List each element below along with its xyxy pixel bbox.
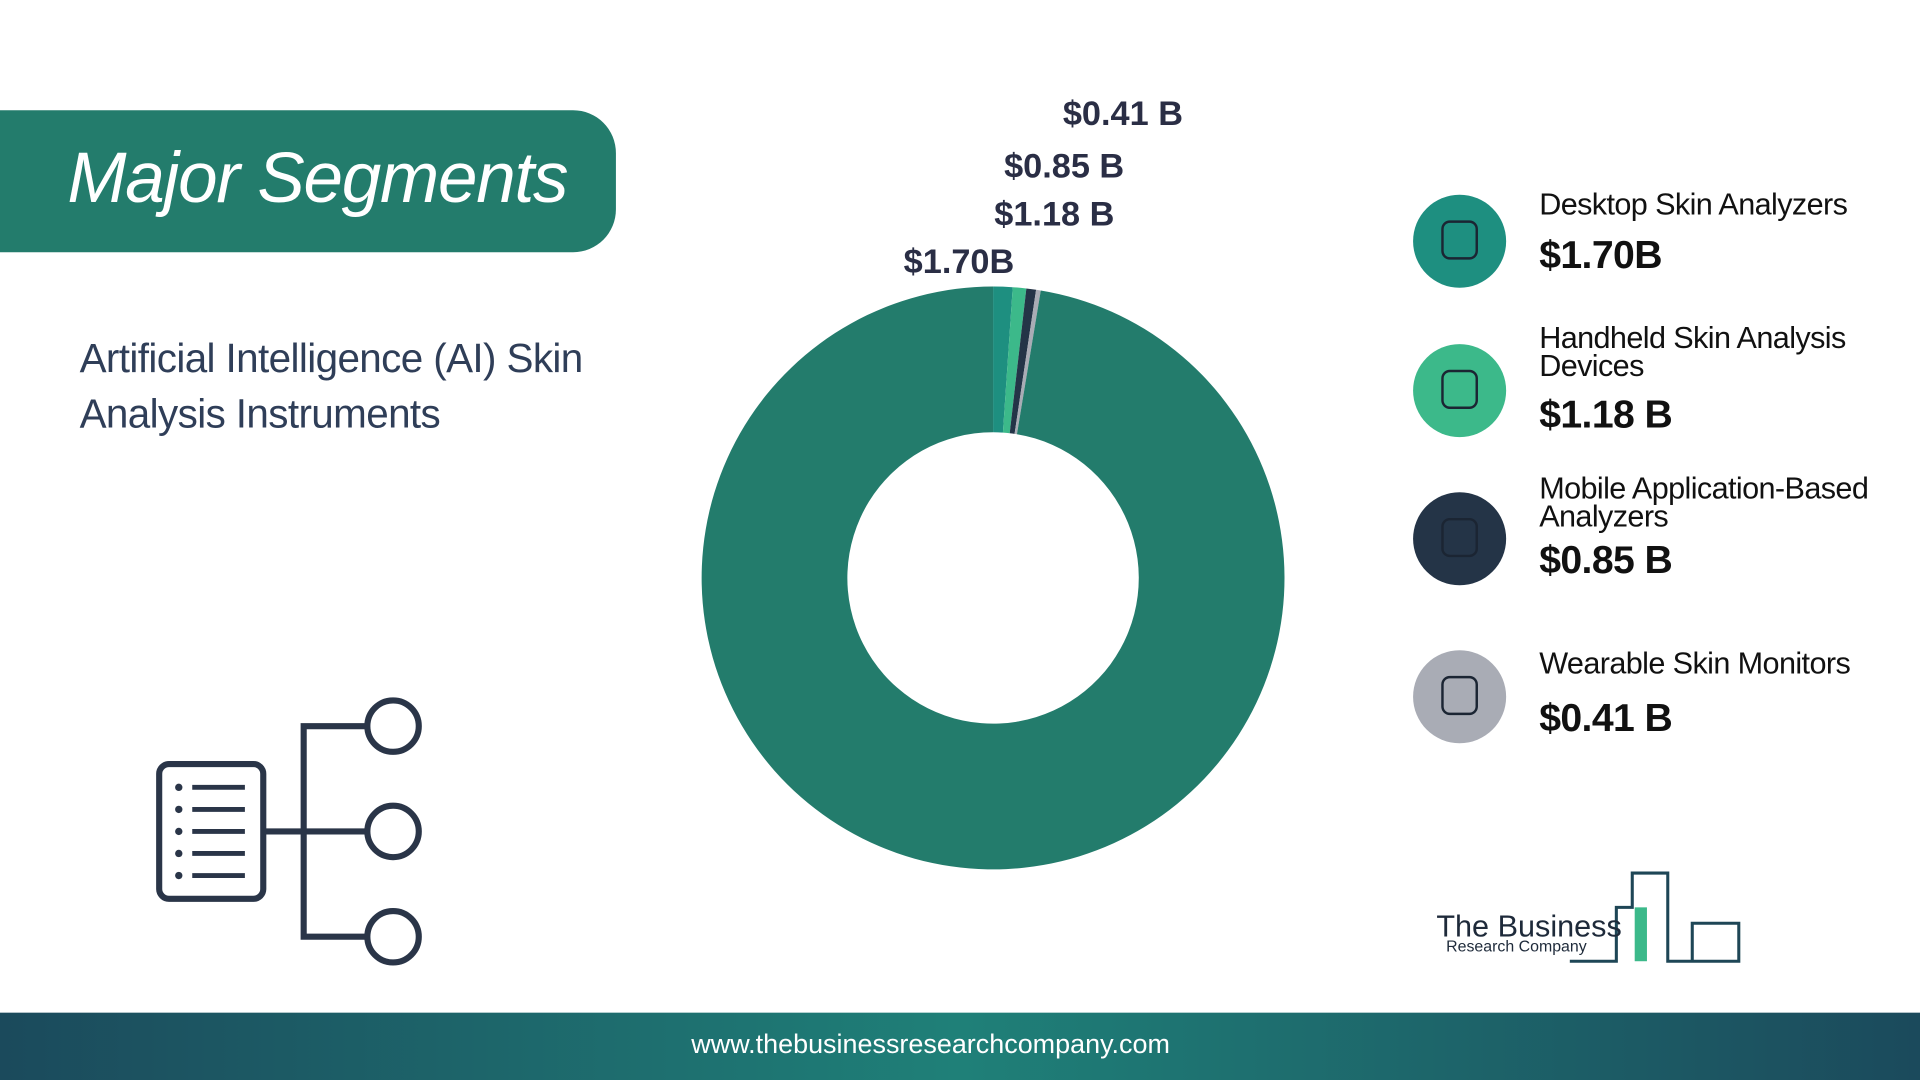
legend-name: Wearable Skin Monitors [1539,646,1851,681]
legend-value: $0.85 B [1539,537,1673,582]
donut-slice [993,286,1013,433]
legend-value: $1.70B [1539,232,1662,277]
data-label: $1.70B [903,242,1015,281]
legend-value: $1.18 B [1539,391,1673,436]
hierarchy-icon [156,697,422,966]
title-bar [0,110,616,253]
logo-line1: The Business [1436,910,1621,944]
legend-icon [1441,369,1478,409]
legend-swatch [1413,344,1507,438]
donut-slice [1009,288,1037,434]
legend-name: Desktop Skin Analyzers [1539,187,1848,222]
legend-icon [1441,220,1478,260]
donut-slice [701,286,1285,870]
subtitle: Artificial Intelligence (AI) Skin Analys… [79,335,584,436]
title: Major Segments [67,138,568,218]
legend-swatch [1413,650,1507,744]
donut-slice [1002,287,1027,434]
footer-band [0,1012,1920,1080]
logo-mark [1569,871,1741,963]
data-label: $0.41 B [1062,94,1183,133]
legend-icons [1413,194,1507,744]
data-label: $0.85 B [1004,146,1125,185]
legend-icon [1441,517,1478,558]
footer-url: www.thebusinessresearchcompany.com [691,1028,1170,1060]
donut-slice [1014,289,1041,435]
legend-swatch [1413,492,1507,586]
legend-value: $0.41 B [1539,695,1673,740]
donut-chart [701,286,1285,870]
legend-name: Mobile Application-Based Analyzers [1539,471,1869,534]
logo-line2: Research Company [1446,938,1587,955]
legend-icon [1441,675,1478,716]
legend-swatch [1413,194,1507,288]
legend-name: Handheld Skin Analysis Devices [1539,320,1846,384]
data-label: $1.18 B [994,194,1115,233]
